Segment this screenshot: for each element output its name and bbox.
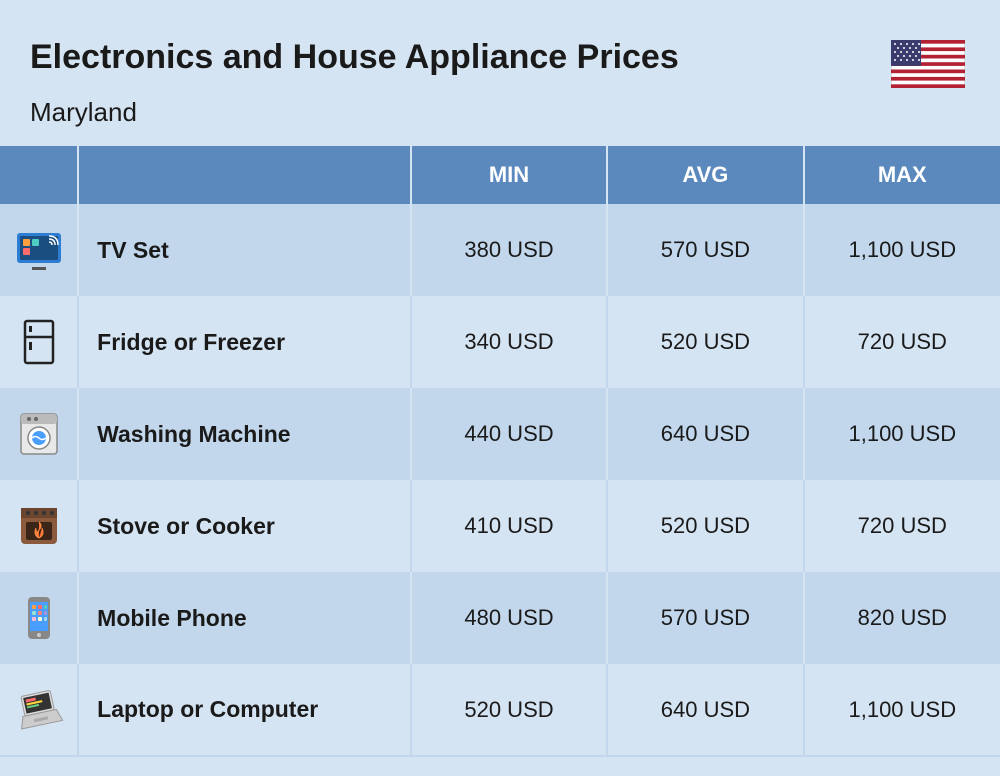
item-name: Washing Machine	[78, 388, 411, 480]
mobile-phone-icon	[0, 572, 78, 664]
fridge-icon	[0, 296, 78, 388]
table-row: Laptop or Computer 520 USD 640 USD 1,100…	[0, 664, 1000, 756]
stove-icon	[0, 480, 78, 572]
item-max: 720 USD	[804, 296, 1000, 388]
usa-flag-icon	[891, 40, 965, 88]
page-subtitle: Maryland	[30, 97, 970, 128]
item-min: 480 USD	[411, 572, 607, 664]
item-max: 720 USD	[804, 480, 1000, 572]
item-max: 1,100 USD	[804, 388, 1000, 480]
header-max: MAX	[804, 146, 1000, 204]
page-title: Electronics and House Appliance Prices	[30, 38, 970, 77]
item-avg: 570 USD	[607, 204, 803, 296]
item-name: TV Set	[78, 204, 411, 296]
item-max: 820 USD	[804, 572, 1000, 664]
item-name: Laptop or Computer	[78, 664, 411, 756]
item-min: 340 USD	[411, 296, 607, 388]
laptop-icon	[0, 664, 78, 756]
item-max: 1,100 USD	[804, 204, 1000, 296]
table-header-row: MIN AVG MAX	[0, 146, 1000, 204]
item-max: 1,100 USD	[804, 664, 1000, 756]
item-name: Fridge or Freezer	[78, 296, 411, 388]
price-table: MIN AVG MAX TV Set 380 USD 570 USD 1,100…	[0, 146, 1000, 757]
table-row: Washing Machine 440 USD 640 USD 1,100 US…	[0, 388, 1000, 480]
item-avg: 640 USD	[607, 388, 803, 480]
item-avg: 570 USD	[607, 572, 803, 664]
tv-icon	[0, 204, 78, 296]
header-min: MIN	[411, 146, 607, 204]
item-name: Mobile Phone	[78, 572, 411, 664]
header-icon-col	[0, 146, 78, 204]
table-row: Stove or Cooker 410 USD 520 USD 720 USD	[0, 480, 1000, 572]
header-avg: AVG	[607, 146, 803, 204]
header: Electronics and House Appliance Prices M…	[0, 0, 1000, 146]
table-row: Mobile Phone 480 USD 570 USD 820 USD	[0, 572, 1000, 664]
item-avg: 520 USD	[607, 480, 803, 572]
table-row: Fridge or Freezer 340 USD 520 USD 720 US…	[0, 296, 1000, 388]
item-avg: 640 USD	[607, 664, 803, 756]
item-min: 520 USD	[411, 664, 607, 756]
item-min: 440 USD	[411, 388, 607, 480]
table-row: TV Set 380 USD 570 USD 1,100 USD	[0, 204, 1000, 296]
item-min: 380 USD	[411, 204, 607, 296]
item-min: 410 USD	[411, 480, 607, 572]
header-name-col	[78, 146, 411, 204]
item-avg: 520 USD	[607, 296, 803, 388]
washing-machine-icon	[0, 388, 78, 480]
page-container: Electronics and House Appliance Prices M…	[0, 0, 1000, 776]
item-name: Stove or Cooker	[78, 480, 411, 572]
